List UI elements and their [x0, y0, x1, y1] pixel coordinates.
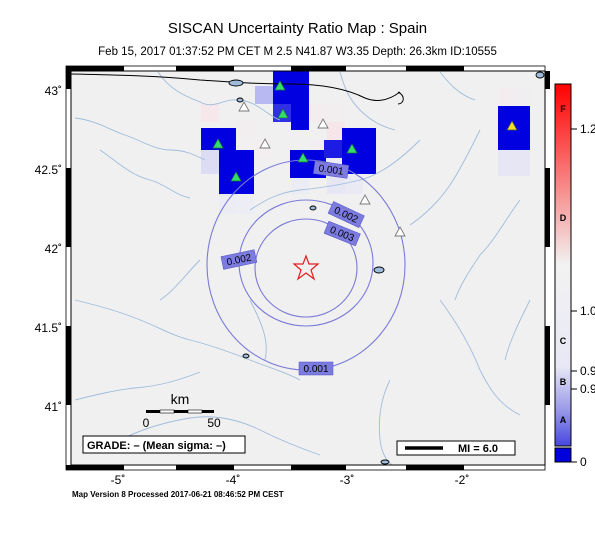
lakes: [228, 71, 545, 465]
map-frame: [65, 65, 550, 471]
svg-text:42˚: 42˚: [45, 242, 62, 256]
svg-text:B: B: [560, 377, 567, 387]
contour-label-5: 0.001: [298, 361, 334, 376]
contour-label-1: 0.001: [313, 160, 350, 179]
svg-text:MI = 6.0: MI = 6.0: [458, 443, 498, 455]
svg-text:A: A: [560, 415, 567, 425]
svg-text:-2˚: -2˚: [455, 473, 470, 487]
stations-green: [212, 80, 358, 182]
svg-text:1.2: 1.2: [580, 122, 595, 136]
svg-text:0.001: 0.001: [318, 163, 345, 177]
colorbar: 1.2 1.0 0.9 0.9 0 F D C B A: [554, 83, 595, 469]
svg-text:GRADE: – (Mean sigma: –): GRADE: – (Mean sigma: –): [87, 440, 226, 452]
svg-text:-5˚: -5˚: [111, 473, 126, 487]
lat-ticks: 43˚ 42.5˚ 42˚ 41.5˚ 41˚: [35, 84, 62, 414]
svg-text:0.002: 0.002: [226, 252, 253, 268]
scale-bar: km 0 50: [143, 391, 221, 430]
svg-text:41.5˚: 41.5˚: [35, 321, 62, 335]
map-footer: Map Version 8 Processed 2017-06-21 08:46…: [72, 490, 284, 499]
svg-text:0.9: 0.9: [580, 364, 595, 378]
svg-text:-3˚: -3˚: [340, 473, 355, 487]
svg-text:D: D: [560, 213, 567, 223]
svg-text:0.001: 0.001: [303, 364, 328, 375]
svg-text:km: km: [171, 391, 190, 407]
coastline: [71, 73, 401, 101]
svg-text:1.0: 1.0: [580, 304, 595, 318]
map-area: [71, 71, 545, 465]
svg-text:50: 50: [207, 416, 221, 430]
svg-text:42.5˚: 42.5˚: [35, 163, 62, 177]
blue-cells: [201, 71, 530, 194]
svg-text:-4˚: -4˚: [226, 473, 241, 487]
lon-ticks: -5˚ -4˚ -3˚ -2˚: [111, 473, 470, 487]
svg-text:F: F: [560, 104, 566, 114]
svg-text:0: 0: [143, 416, 150, 430]
grade-box: GRADE: – (Mean sigma: –): [82, 435, 246, 454]
stations-gray: [238, 101, 406, 237]
epicenter-star: [292, 254, 320, 281]
station-yellow: [506, 120, 518, 131]
svg-text:0: 0: [580, 455, 587, 469]
svg-text:43˚: 43˚: [45, 84, 62, 98]
rivers: [74, 71, 531, 465]
map-title: SISCAN Uncertainty Ratio Map : Spain: [167, 20, 428, 37]
svg-text:0.9: 0.9: [580, 382, 595, 396]
event-subtitle: Feb 15, 2017 01:37:52 PM CET M 2.5 N41.8…: [98, 46, 497, 58]
mi-legend: MI = 6.0: [396, 440, 516, 456]
svg-text:41˚: 41˚: [45, 400, 62, 414]
svg-text:C: C: [560, 336, 567, 346]
contour-label-4: 0.002: [220, 249, 258, 270]
